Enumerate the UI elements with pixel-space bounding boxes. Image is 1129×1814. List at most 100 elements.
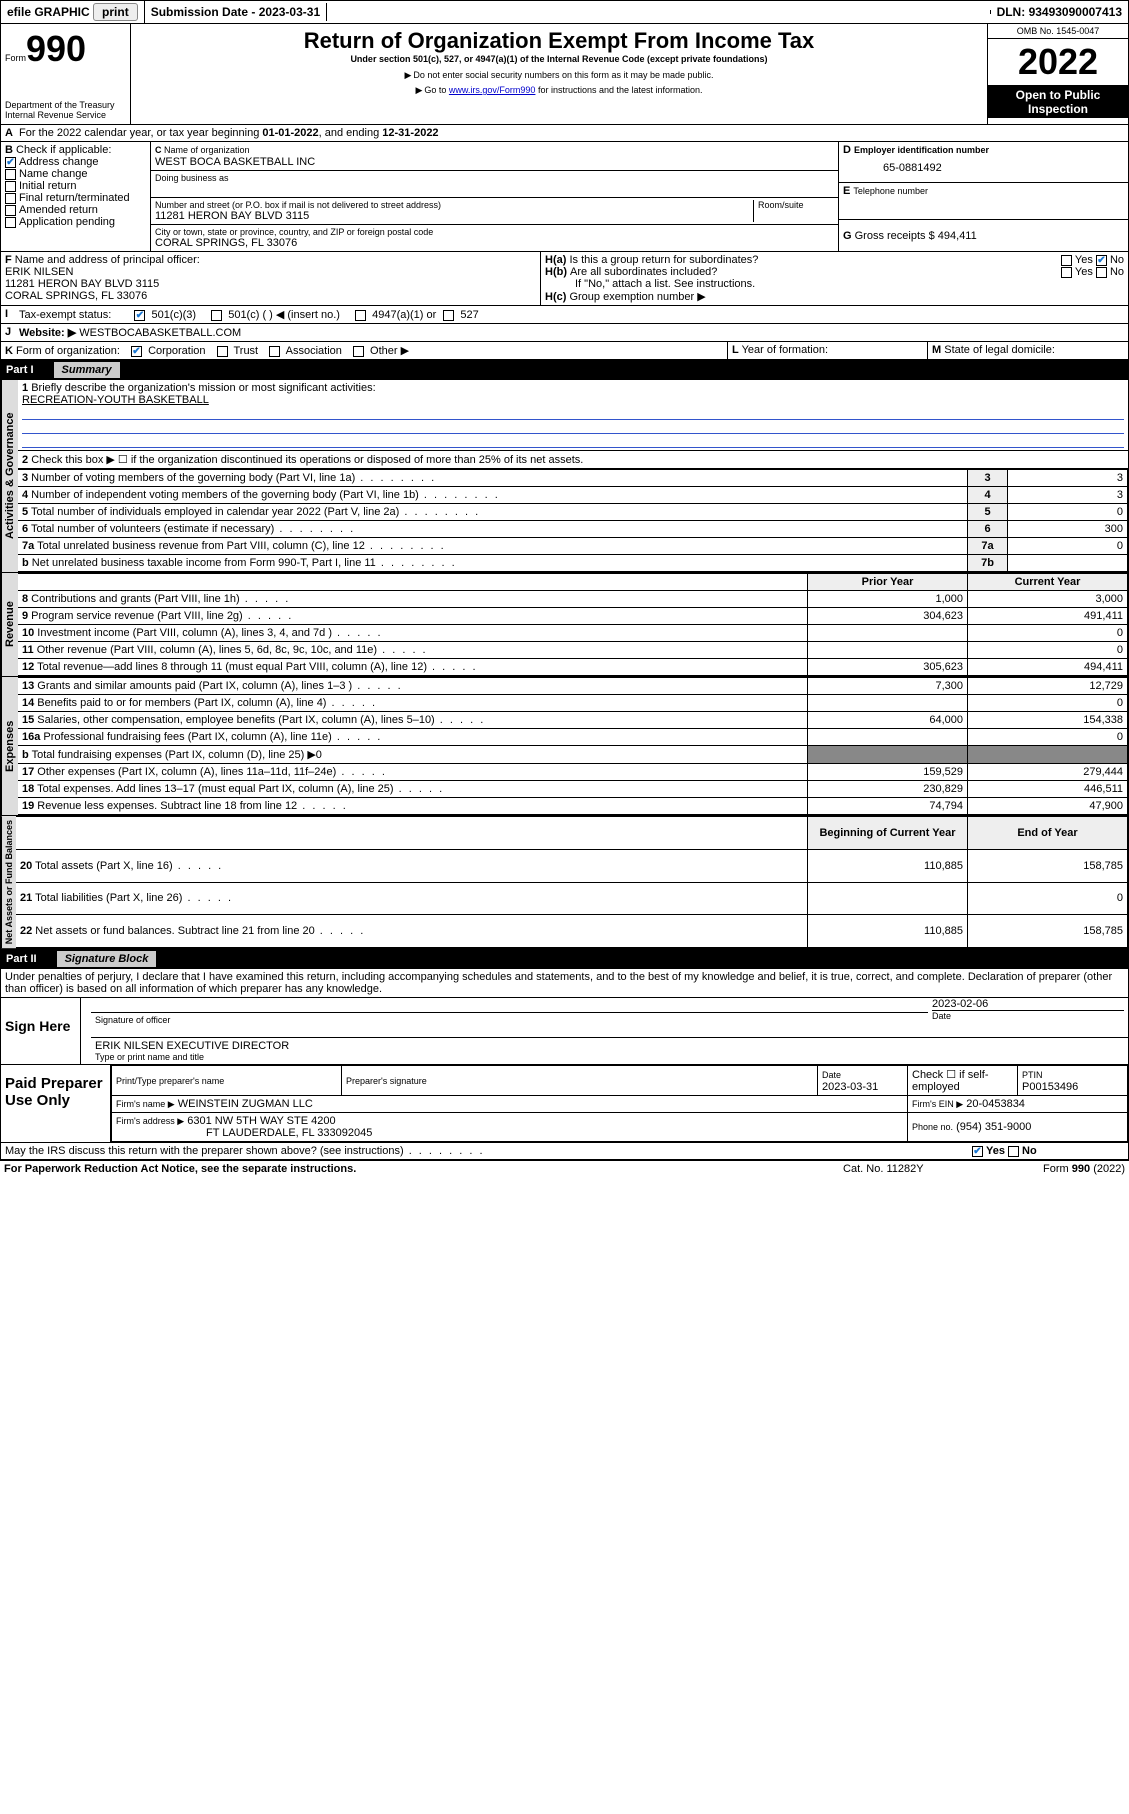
hb-yes[interactable] [1061,267,1072,278]
form-title: Return of Organization Exempt From Incom… [135,28,983,54]
tax-year: 2022 [988,39,1128,86]
ptin: P00153496 [1022,1081,1078,1093]
b-label: Check if applicable: [16,144,111,156]
hb-note: If "No," attach a list. See instructions… [545,278,1124,290]
k-corp[interactable] [131,346,142,357]
col-end: End of Year [968,817,1128,850]
officer-addr2: CORAL SPRINGS, FL 33076 [5,290,536,302]
i-label: Tax-exempt status: [19,309,111,321]
dba-label: Doing business as [155,173,834,183]
irs-link[interactable]: www.irs.gov/Form990 [449,85,536,95]
omb-number: OMB No. 1545-0047 [988,24,1128,39]
sig-officer-label: Signature of officer [95,1015,924,1025]
ha-yes[interactable] [1061,255,1072,266]
dept-treasury: Department of the Treasury [5,100,126,110]
ein-label: Employer identification number [854,145,989,155]
ssn-note: Do not enter social security numbers on … [413,70,713,80]
col-begin: Beginning of Current Year [808,817,968,850]
gross-value: 494,411 [938,230,977,242]
firm-addr2: FT LAUDERDALE, FL 333092045 [206,1127,372,1139]
line-klm: K Form of organization: Corporation Trus… [0,342,1129,360]
ein-value: 65-0881492 [843,156,1124,180]
sign-here-label: Sign Here [1,998,81,1064]
line-j: J Website: ▶ WESTBOCABASKETBALL.COM [0,324,1129,342]
form-prefix: Form [5,53,26,63]
officer-printed: ERIK NILSEN EXECUTIVE DIRECTOR [95,1040,1124,1052]
b-opt-1[interactable] [5,169,16,180]
form-number: 990 [26,28,86,69]
i-527[interactable] [443,310,454,321]
col-current: Current Year [968,574,1128,591]
line-a: A For the 2022 calendar year, or tax yea… [0,125,1129,142]
firm-phone: (954) 351-9000 [956,1121,1031,1133]
col-prior: Prior Year [808,574,968,591]
phone-value [843,197,1124,217]
b-opt-5[interactable] [5,217,16,228]
k-trust[interactable] [217,346,228,357]
vtab-netassets: Net Assets or Fund Balances [1,816,16,948]
b-opt-4[interactable] [5,205,16,216]
b-opt-0[interactable] [5,157,16,168]
vtab-governance: Activities & Governance [1,380,18,572]
vtab-expenses: Expenses [1,677,18,815]
b-opt-3[interactable] [5,193,16,204]
discuss-text: May the IRS discuss this return with the… [5,1145,404,1157]
print-button[interactable]: print [93,3,138,21]
irs-label: Internal Revenue Service [5,110,126,120]
phone-label: Telephone number [853,186,928,196]
hb-no[interactable] [1096,267,1107,278]
ha-no[interactable] [1096,255,1107,266]
hb-label: Are all subordinates included? [570,266,717,278]
dln: DLN: 93493090007413 [991,3,1128,21]
footer-left: For Paperwork Reduction Act Notice, see … [4,1163,843,1175]
officer-addr1: 11281 HERON BAY BLVD 3115 [5,278,536,290]
discuss-row: May the IRS discuss this return with the… [0,1143,1129,1160]
top-bar: efile GRAPHIC print Submission Date - 20… [0,0,1129,24]
city-label: City or town, state or province, country… [155,227,834,237]
form-subtitle: Under section 501(c), 527, or 4947(a)(1)… [135,54,983,64]
footer-right: Form 990 (2022) [1043,1163,1125,1175]
paid-preparer-block: Paid Preparer Use Only Print/Type prepar… [0,1065,1129,1143]
ha-label: Is this a group return for subordinates? [569,254,758,266]
room-label: Room/suite [758,200,834,210]
website: WESTBOCABASKETBALL.COM [79,327,241,339]
org-address: 11281 HERON BAY BLVD 3115 [155,210,749,222]
firm-ein: 20-0453834 [966,1098,1025,1110]
q1-label: Briefly describe the organization's miss… [31,382,375,394]
f-label: Name and address of principal officer: [15,254,200,266]
k-other[interactable] [353,346,364,357]
i-501c[interactable] [211,310,222,321]
firm-addr1: 6301 NW 5TH WAY STE 4200 [187,1115,335,1127]
pp-date: 2023-03-31 [822,1081,878,1093]
line-i: I Tax-exempt status: 501(c)(3) 501(c) ( … [0,306,1129,324]
paid-preparer-label: Paid Preparer Use Only [1,1065,111,1142]
discuss-yes[interactable] [972,1146,983,1157]
open-inspection: Open to Public Inspection [988,86,1128,118]
b-opt-2[interactable] [5,181,16,192]
sign-here-block: Sign Here Signature of officer 2023-02-0… [0,998,1129,1065]
i-501c3[interactable] [134,310,145,321]
pp-self-employed: Check ☐ if self-employed [908,1066,1018,1096]
discuss-no[interactable] [1008,1146,1019,1157]
i-4947[interactable] [355,310,366,321]
officer-name: ERIK NILSEN [5,266,536,278]
m-label: State of legal domicile: [944,344,1055,356]
part-i-header: Part ISummary [0,360,1129,380]
pp-sig-label: Preparer's signature [346,1076,427,1086]
vtab-revenue: Revenue [1,573,18,676]
sig-date: 2023-02-06 [932,998,1124,1010]
footer: For Paperwork Reduction Act Notice, see … [0,1160,1129,1177]
k-label: Form of organization: [16,345,120,357]
firm-name: WEINSTEIN ZUGMAN LLC [178,1098,313,1110]
submission-date: Submission Date - 2023-03-31 [145,3,327,21]
type-name-label: Type or print name and title [95,1052,1124,1062]
date-label: Date [932,1010,1124,1021]
q2-text: Check this box ▶ ☐ if the organization d… [31,454,583,466]
hc-label: Group exemption number ▶ [569,291,705,303]
declaration: Under penalties of perjury, I declare th… [0,969,1129,998]
f-h-block: F Name and address of principal officer:… [0,252,1129,306]
l-label: Year of formation: [742,344,828,356]
addr-label: Number and street (or P.O. box if mail i… [155,200,749,210]
c-name-label: Name of organization [164,145,250,155]
k-assoc[interactable] [269,346,280,357]
